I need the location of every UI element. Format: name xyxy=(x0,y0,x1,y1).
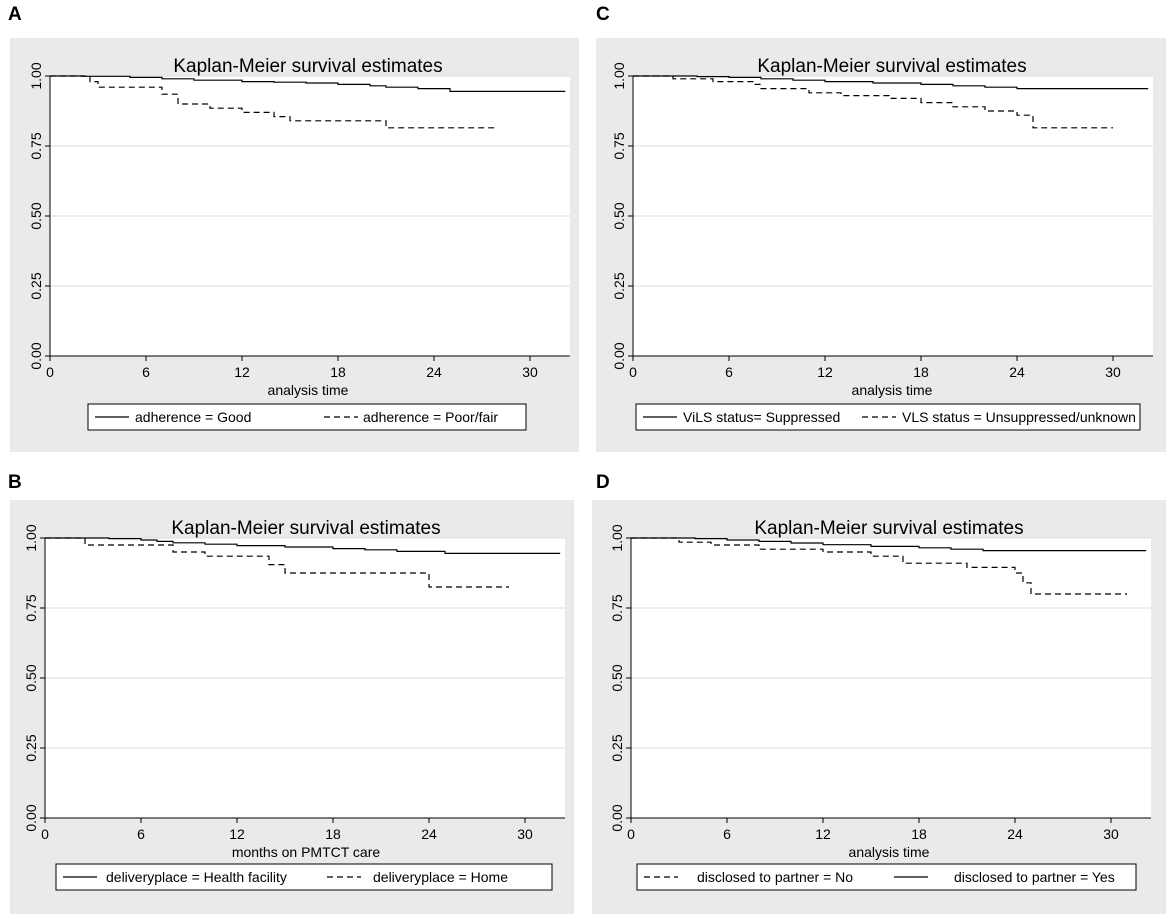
survival-curve-solid xyxy=(631,537,1147,552)
y-tick-label: 0.75 xyxy=(609,594,625,621)
survival-curve-dashed xyxy=(50,75,498,129)
x-axis-label: months on PMTCT care xyxy=(232,844,381,860)
panel-b-letter: B xyxy=(8,472,22,493)
y-tick-label: 0.25 xyxy=(609,734,625,761)
survival-curve-dashed xyxy=(633,75,1113,129)
x-tick-label: 30 xyxy=(517,826,533,842)
legend-label: disclosed to partner = Yes xyxy=(954,869,1115,885)
x-tick-label: 12 xyxy=(229,826,245,842)
y-tick-label: 0.25 xyxy=(23,734,39,761)
y-tick-label: 0.00 xyxy=(611,342,627,369)
survival-curve-solid xyxy=(633,75,1149,90)
x-tick-label: 6 xyxy=(725,364,733,380)
y-tick-label: 1.00 xyxy=(28,62,44,89)
chart-title: Kaplan-Meier survival estimates xyxy=(171,518,440,539)
panel-a-letter: A xyxy=(8,4,22,25)
panel-a: Kaplan-Meier survival estimates 0.00 0.25 0… xyxy=(10,38,579,457)
x-tick-label: 6 xyxy=(137,826,145,842)
x-tick-label: 24 xyxy=(421,826,437,842)
y-tick-label: 0.50 xyxy=(609,664,625,691)
y-tick-label: 0.00 xyxy=(23,804,39,831)
panel-d: Kaplan-Meier survival estimates 0.00 0.25 0… xyxy=(592,500,1166,919)
x-tick-label: 30 xyxy=(1105,364,1121,380)
x-axis-label: analysis time xyxy=(849,844,930,860)
survival-curve-solid xyxy=(50,75,566,92)
y-tick-label: 0.00 xyxy=(28,342,44,369)
x-tick-label: 6 xyxy=(142,364,150,380)
x-tick-label: 18 xyxy=(913,364,929,380)
legend-label: disclosed to partner = No xyxy=(697,869,853,885)
y-tick-label: 0.50 xyxy=(28,202,44,229)
x-tick-label: 12 xyxy=(815,826,831,842)
y-tick-label: 0.50 xyxy=(611,202,627,229)
x-tick-label: 0 xyxy=(627,826,635,842)
panel-a-chart: Kaplan-Meier survival estimates 0.00 0.25 0… xyxy=(10,38,579,452)
chart-title: Kaplan-Meier survival estimates xyxy=(173,56,442,77)
legend-label: ViLS status= Suppressed xyxy=(683,409,840,425)
legend-box xyxy=(636,863,1137,891)
y-tick-label: 0.25 xyxy=(28,272,44,299)
panel-c: Kaplan-Meier survival estimates 0.00 0.25 0… xyxy=(596,38,1166,457)
chart-title: Kaplan-Meier survival estimates xyxy=(754,518,1023,539)
y-tick-label: 0.75 xyxy=(28,132,44,159)
x-tick-label: 12 xyxy=(817,364,833,380)
y-tick-label: 0.50 xyxy=(23,664,39,691)
legend-box xyxy=(55,863,553,891)
x-tick-label: 0 xyxy=(46,364,54,380)
x-tick-label: 18 xyxy=(330,364,346,380)
y-tick-label: 0.75 xyxy=(611,132,627,159)
y-tick-label: 1.00 xyxy=(611,62,627,89)
x-tick-label: 12 xyxy=(234,364,250,380)
survival-curve-dashed xyxy=(631,537,1127,595)
x-tick-label: 30 xyxy=(522,364,538,380)
panel-d-chart: Kaplan-Meier survival estimates 0.00 0.25 0… xyxy=(592,500,1166,914)
panel-c-letter: C xyxy=(596,4,610,25)
y-tick-label: 0.25 xyxy=(611,272,627,299)
panel-c-chart: Kaplan-Meier survival estimates 0.00 0.25 0… xyxy=(596,38,1166,452)
panel-d-letter: D xyxy=(596,472,610,493)
x-tick-label: 0 xyxy=(41,826,49,842)
x-axis-label: analysis time xyxy=(268,382,349,398)
survival-curve-dashed xyxy=(45,537,509,588)
legend-label: VLS status = Unsuppressed/unknown xyxy=(902,409,1136,425)
legend-label: adherence = Good xyxy=(135,409,251,425)
chart-title: Kaplan-Meier survival estimates xyxy=(757,56,1026,77)
x-tick-label: 6 xyxy=(723,826,731,842)
survival-curve-solid xyxy=(45,537,561,554)
x-axis-label: analysis time xyxy=(852,382,933,398)
x-tick-label: 24 xyxy=(426,364,442,380)
y-tick-label: 0.75 xyxy=(23,594,39,621)
x-tick-label: 18 xyxy=(911,826,927,842)
panel-b-chart: Kaplan-Meier survival estimates 0.00 0.25 0… xyxy=(10,500,574,914)
legend-label: adherence = Poor/fair xyxy=(363,409,498,425)
y-tick-label: 1.00 xyxy=(609,524,625,551)
x-tick-label: 24 xyxy=(1009,364,1025,380)
y-tick-label: 0.00 xyxy=(609,804,625,831)
x-tick-label: 18 xyxy=(325,826,341,842)
x-tick-label: 24 xyxy=(1007,826,1023,842)
legend-box xyxy=(87,403,527,431)
x-tick-label: 30 xyxy=(1103,826,1119,842)
panel-b: Kaplan-Meier survival estimates 0.00 0.25 0… xyxy=(10,500,574,919)
legend-label: deliveryplace = Health facility xyxy=(106,869,287,885)
x-tick-label: 0 xyxy=(629,364,637,380)
legend-label: deliveryplace = Home xyxy=(373,869,508,885)
y-tick-label: 1.00 xyxy=(23,524,39,551)
